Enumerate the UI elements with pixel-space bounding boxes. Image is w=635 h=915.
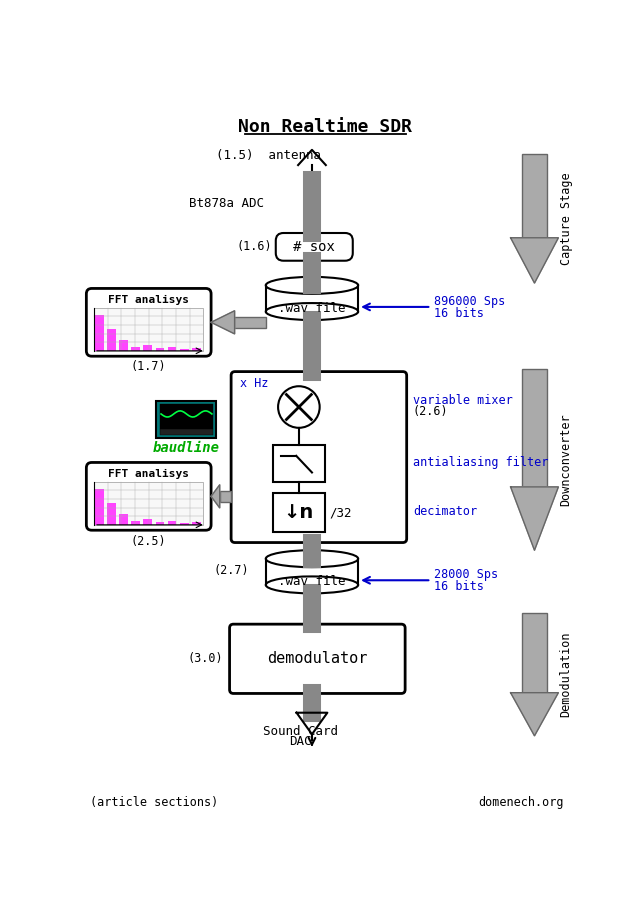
Text: (3.0): (3.0) xyxy=(188,652,224,665)
FancyBboxPatch shape xyxy=(192,349,201,350)
FancyBboxPatch shape xyxy=(156,522,164,525)
FancyBboxPatch shape xyxy=(230,624,405,694)
Text: ↓n: ↓n xyxy=(284,503,314,522)
FancyBboxPatch shape xyxy=(86,288,211,356)
Ellipse shape xyxy=(266,303,358,320)
Polygon shape xyxy=(511,487,558,550)
Text: variable mixer: variable mixer xyxy=(413,394,512,407)
Text: (2.7): (2.7) xyxy=(213,564,249,576)
FancyBboxPatch shape xyxy=(156,401,217,437)
FancyBboxPatch shape xyxy=(119,339,128,350)
FancyBboxPatch shape xyxy=(107,329,116,350)
FancyBboxPatch shape xyxy=(131,521,140,525)
FancyBboxPatch shape xyxy=(180,522,189,525)
FancyBboxPatch shape xyxy=(144,519,152,525)
Text: Downconverter: Downconverter xyxy=(559,414,573,506)
Text: decimator: decimator xyxy=(413,505,477,518)
FancyBboxPatch shape xyxy=(266,559,358,585)
FancyBboxPatch shape xyxy=(522,613,547,693)
Text: Non Realtime SDR: Non Realtime SDR xyxy=(238,118,413,135)
Ellipse shape xyxy=(266,550,358,567)
Text: 28000 Sps: 28000 Sps xyxy=(434,568,498,581)
FancyBboxPatch shape xyxy=(168,347,177,350)
FancyBboxPatch shape xyxy=(192,522,201,525)
FancyBboxPatch shape xyxy=(266,285,358,311)
Text: 16 bits: 16 bits xyxy=(434,580,483,593)
Text: DAC: DAC xyxy=(289,736,312,748)
Text: /32: /32 xyxy=(330,506,352,519)
Polygon shape xyxy=(297,713,328,734)
Text: demodulator: demodulator xyxy=(267,651,368,666)
FancyBboxPatch shape xyxy=(159,428,213,435)
Text: (1.7): (1.7) xyxy=(131,361,166,373)
FancyBboxPatch shape xyxy=(156,348,164,350)
Polygon shape xyxy=(511,238,558,283)
Polygon shape xyxy=(511,693,558,736)
Text: x Hz: x Hz xyxy=(241,377,269,391)
FancyBboxPatch shape xyxy=(272,493,325,532)
FancyBboxPatch shape xyxy=(272,445,325,481)
Text: FFT analisys: FFT analisys xyxy=(108,469,189,479)
FancyBboxPatch shape xyxy=(107,503,116,525)
FancyBboxPatch shape xyxy=(95,315,104,350)
Text: (1.5)  antenna: (1.5) antenna xyxy=(216,149,321,163)
Text: FFT analisys: FFT analisys xyxy=(108,295,189,305)
FancyBboxPatch shape xyxy=(180,349,189,350)
FancyBboxPatch shape xyxy=(234,318,266,328)
FancyBboxPatch shape xyxy=(159,404,213,428)
Polygon shape xyxy=(211,311,234,334)
FancyBboxPatch shape xyxy=(522,370,547,487)
Text: (article sections): (article sections) xyxy=(90,796,218,809)
FancyBboxPatch shape xyxy=(131,347,140,350)
Text: Capture Stage: Capture Stage xyxy=(559,172,573,264)
Text: 896000 Sps: 896000 Sps xyxy=(434,295,505,308)
Text: (1.6): (1.6) xyxy=(236,241,272,253)
FancyBboxPatch shape xyxy=(231,371,406,543)
Text: Bt878a ADC: Bt878a ADC xyxy=(189,198,264,210)
Text: .wav file: .wav file xyxy=(278,302,345,315)
Text: domenech.org: domenech.org xyxy=(478,796,564,809)
Ellipse shape xyxy=(266,576,358,593)
Polygon shape xyxy=(211,485,220,508)
Text: Demodulation: Demodulation xyxy=(559,631,573,717)
Text: 16 bits: 16 bits xyxy=(434,307,483,319)
FancyBboxPatch shape xyxy=(522,154,547,238)
FancyBboxPatch shape xyxy=(94,307,203,350)
FancyBboxPatch shape xyxy=(144,345,152,350)
Ellipse shape xyxy=(266,277,358,294)
Circle shape xyxy=(278,386,319,428)
Text: (2.5): (2.5) xyxy=(131,534,166,547)
Text: Sound Card: Sound Card xyxy=(263,725,338,737)
FancyBboxPatch shape xyxy=(86,462,211,530)
FancyBboxPatch shape xyxy=(276,233,353,261)
FancyBboxPatch shape xyxy=(94,481,203,525)
Text: antialiasing filter: antialiasing filter xyxy=(413,456,548,469)
Text: (2.6): (2.6) xyxy=(413,405,448,418)
FancyBboxPatch shape xyxy=(168,522,177,525)
FancyBboxPatch shape xyxy=(220,491,231,501)
Text: .wav file: .wav file xyxy=(278,576,345,588)
FancyBboxPatch shape xyxy=(119,513,128,525)
FancyBboxPatch shape xyxy=(95,490,104,525)
Text: # sox: # sox xyxy=(293,240,335,253)
Text: baudline: baudline xyxy=(153,441,220,455)
